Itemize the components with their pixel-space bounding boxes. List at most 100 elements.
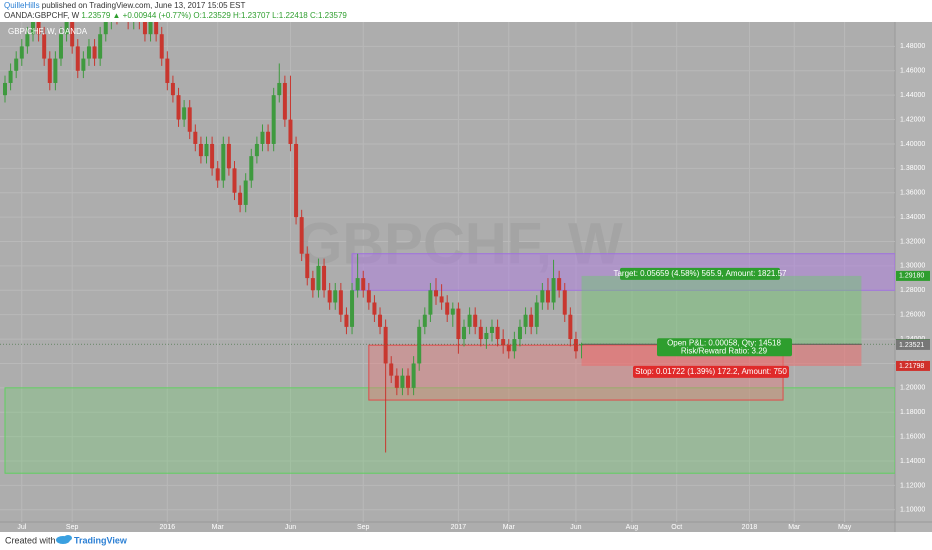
candle-body — [568, 314, 573, 340]
change-arrow: ▲ — [113, 11, 121, 20]
ratio-label: Risk/Reward Ratio: 3.29 — [681, 346, 768, 355]
position-label-box — [620, 267, 780, 280]
candle-body — [210, 143, 215, 169]
candle-body — [338, 290, 343, 315]
candle-body — [282, 82, 287, 120]
candle-body — [165, 58, 170, 83]
author: QuilleHills — [4, 1, 40, 10]
stop-label: Stop: 0.01722 (1.39%) 172.2, Amount: 750 — [635, 367, 787, 376]
price-flag-label: 1.21798 — [899, 363, 924, 370]
candle-body — [294, 143, 299, 218]
ohlc-text: O:1.23529 H:1.23707 L:1.22418 C:1.23579 — [193, 11, 347, 20]
candle-body — [579, 344, 584, 346]
y-tick-label: 1.30000 — [900, 263, 925, 270]
candle-body — [92, 46, 97, 59]
candle-body — [557, 278, 562, 291]
candle-body — [461, 326, 466, 340]
candle-body — [467, 314, 472, 327]
candle-body — [529, 314, 534, 327]
candle-body — [98, 34, 103, 59]
candle-body — [534, 302, 539, 327]
candle-body — [238, 192, 243, 205]
candle-body — [333, 290, 338, 303]
candle-body — [148, 22, 153, 35]
price-flag-label: 1.29180 — [899, 273, 924, 280]
candle-body — [86, 46, 91, 59]
x-tick-label: Mar — [788, 524, 801, 531]
candle-body — [400, 375, 405, 388]
price-flag — [896, 339, 930, 350]
x-tick-label: Aug — [626, 524, 639, 531]
footer-brand: TradingView — [74, 535, 128, 545]
candle-body — [221, 143, 226, 181]
zone — [4, 387, 895, 474]
x-tick-label: Mar — [503, 524, 516, 531]
candle-body — [540, 290, 545, 303]
candle-body — [439, 296, 444, 303]
candle-body — [8, 70, 13, 83]
y-tick-label: 1.46000 — [900, 68, 925, 75]
position-label-box — [657, 338, 792, 357]
last-price: 1.23579 — [81, 11, 110, 20]
y-tick-label: 1.34000 — [900, 214, 925, 221]
candle-body — [277, 82, 282, 96]
chart-legend: GBP/CHF, W, OANDA — [8, 27, 88, 36]
candle-body — [562, 290, 567, 315]
price-flag — [896, 270, 930, 281]
candle-body — [495, 326, 500, 340]
candle-body — [271, 95, 276, 144]
candle-body — [254, 143, 259, 157]
footer-created: Created with — [5, 535, 56, 545]
y-tick-label: 1.36000 — [900, 190, 925, 197]
x-tick-label: Sep — [357, 524, 370, 531]
candle-body — [551, 278, 556, 303]
candle-body — [47, 58, 52, 83]
x-tick-label: Sep — [66, 524, 79, 531]
candle-body — [473, 314, 478, 327]
candle-body — [176, 95, 181, 120]
candle-body — [305, 253, 310, 279]
candle-body — [226, 143, 231, 169]
candle-body — [417, 326, 422, 364]
candle-body — [573, 339, 578, 352]
y-tick-label: 1.44000 — [900, 92, 925, 99]
y-tick-label: 1.16000 — [900, 433, 925, 440]
candle-body — [14, 58, 19, 71]
candle-body — [3, 82, 7, 96]
candle-body — [103, 22, 108, 35]
symbol-line: OANDA:GBPCHF, W 1.23579 ▲ +0.00944 (+0.7… — [4, 11, 347, 20]
change: +0.00944 (+0.77%) — [123, 11, 192, 20]
candle-body — [378, 314, 383, 327]
published: published on TradingView.com, June 13, 2… — [42, 1, 246, 10]
candle-body — [288, 119, 293, 144]
candle-body — [361, 278, 366, 291]
candle-body — [53, 58, 58, 83]
x-tick-label: Oct — [671, 524, 682, 531]
candle-body — [411, 363, 416, 388]
candle-body — [198, 143, 203, 157]
candle-body — [30, 22, 35, 35]
candle-body — [75, 46, 80, 71]
candle-body — [299, 217, 304, 254]
candle-body — [422, 314, 427, 327]
candle-body — [322, 265, 327, 291]
x-tick-label: May — [838, 524, 852, 531]
candle-body — [456, 308, 461, 340]
symbol: OANDA:GBPCHF, W — [4, 11, 80, 20]
y-tick-label: 1.10000 — [900, 507, 925, 514]
x-tick-label: 2016 — [160, 524, 176, 531]
candle-body — [204, 143, 209, 157]
candle-body — [506, 345, 511, 352]
candle-body — [350, 290, 355, 327]
candle-body — [170, 82, 175, 96]
y-tick-label: 1.48000 — [900, 43, 925, 50]
x-tick-label: Jul — [17, 524, 26, 531]
candle-body — [42, 34, 47, 59]
target-zone — [581, 275, 862, 345]
target-label: Target: 0.05659 (4.58%) 565.9, Amount: 1… — [613, 269, 787, 278]
candle-body — [193, 131, 198, 144]
header-line: QuilleHills published on TradingView.com… — [4, 1, 245, 10]
y-tick-label: 1.12000 — [900, 482, 925, 489]
candle-body — [484, 332, 489, 340]
